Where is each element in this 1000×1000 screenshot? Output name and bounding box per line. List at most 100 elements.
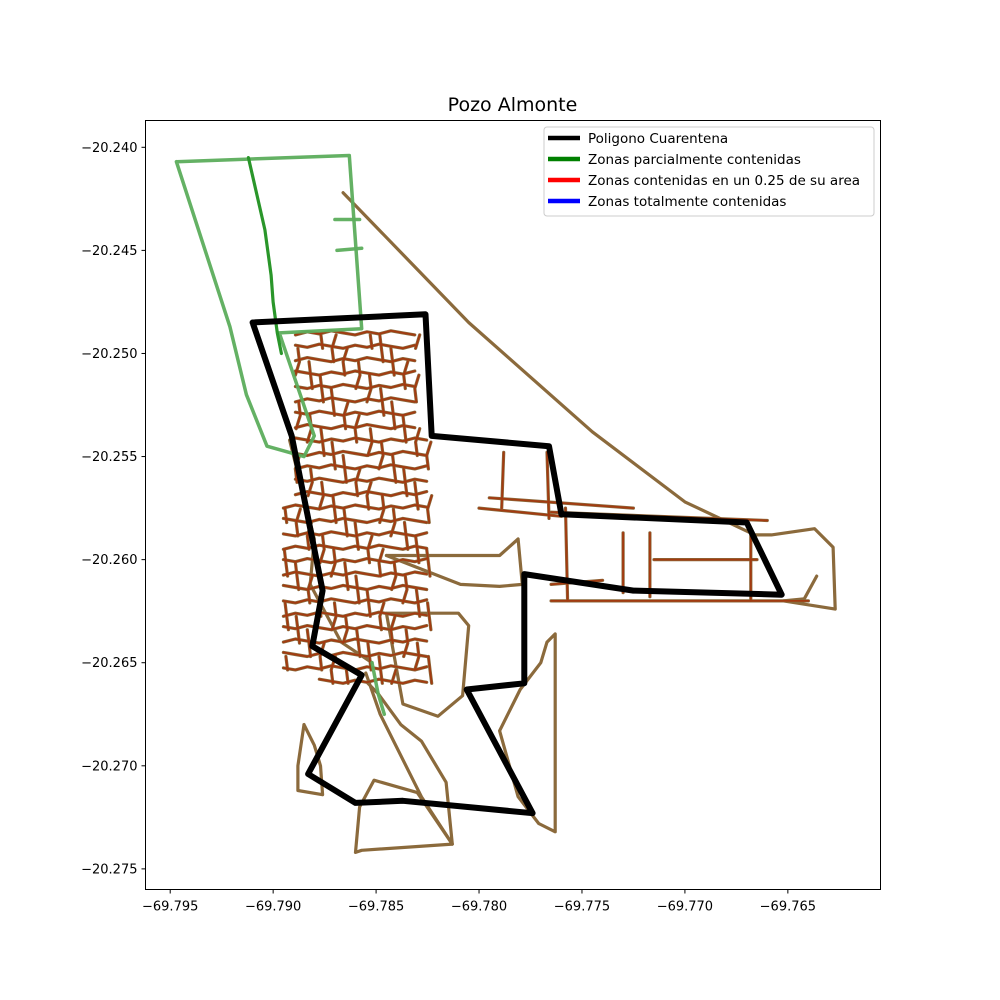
street-segment <box>390 669 397 685</box>
street-segment <box>294 463 428 470</box>
street-segment <box>283 548 289 577</box>
street-segment <box>389 508 396 537</box>
street-segment <box>354 575 361 604</box>
street-segment <box>354 467 361 497</box>
street-segment <box>342 454 348 484</box>
street-segment <box>427 655 433 685</box>
street-segment <box>294 410 416 417</box>
street-segment <box>319 535 326 564</box>
y-tick-label: −20.270 <box>81 759 137 774</box>
street-segment <box>282 624 428 631</box>
street-segment <box>378 441 385 470</box>
street-segment <box>366 427 373 457</box>
street-segment <box>318 678 428 685</box>
street-segment <box>331 441 337 470</box>
y-tick-label: −20.265 <box>81 656 137 671</box>
street-segment <box>330 548 337 577</box>
street-segment <box>389 615 396 644</box>
street-segment <box>425 441 432 470</box>
street-segment <box>354 414 361 444</box>
y-tick-label: −20.245 <box>81 244 137 259</box>
street-segment <box>564 507 569 602</box>
street-segment <box>355 628 361 658</box>
street-segment <box>413 481 420 511</box>
street-segment <box>390 561 397 591</box>
street-segment <box>402 360 409 390</box>
chart-title: Pozo Almonte <box>448 94 578 116</box>
x-tick-label: −69.795 <box>142 900 198 915</box>
partial-zone-path <box>246 156 283 356</box>
street-segment <box>294 490 428 497</box>
street-segment <box>295 615 301 644</box>
street-segment <box>402 628 409 658</box>
street-segment <box>294 437 428 444</box>
street-segment <box>401 414 408 444</box>
quarantine-polygon-layer <box>249 311 785 817</box>
street-segment <box>284 655 289 671</box>
street-segment <box>426 494 433 524</box>
legend-label: Zonas totalmente contenidas <box>588 194 786 210</box>
x-tick-label: −69.765 <box>760 900 816 915</box>
street-segment <box>402 467 408 497</box>
street-segment <box>294 383 416 390</box>
x-tick-label: −69.790 <box>245 900 301 915</box>
street-segment <box>282 611 428 618</box>
street-segment <box>282 638 428 644</box>
street-segment <box>330 387 336 417</box>
street-segment <box>345 669 350 685</box>
street-segment <box>307 575 314 604</box>
road-path <box>384 537 524 589</box>
street-segment <box>425 548 431 577</box>
street-segment <box>294 356 416 363</box>
street-segment <box>343 508 349 537</box>
street-segment <box>295 400 302 430</box>
street-segment <box>331 602 338 631</box>
street-segment <box>378 655 384 685</box>
legend-items: Poligono Cuarentena Zonas parcialmente co… <box>548 131 860 210</box>
road-path <box>353 778 454 855</box>
legend-label: Zonas parcialmente contenidas <box>588 152 801 168</box>
x-tick-label: −69.780 <box>451 900 507 915</box>
partial-zone-path <box>370 660 387 717</box>
street-segment <box>294 370 416 377</box>
legend: Poligono Cuarentena Zonas parcialmente co… <box>543 126 875 217</box>
street-segment <box>343 561 350 591</box>
x-axis: −69.795 −69.790 −69.785 −69.780 −69.775 −69.7… <box>142 889 816 915</box>
road-path <box>364 671 454 846</box>
street-segment <box>294 561 300 591</box>
street-segment <box>546 451 550 520</box>
plot-area <box>174 153 837 855</box>
x-tick-label: −69.770 <box>657 900 713 915</box>
street-segment <box>354 521 360 551</box>
street-segment <box>331 494 338 524</box>
street-segment <box>401 575 408 604</box>
street-segment <box>415 588 421 618</box>
street-segment <box>369 333 373 350</box>
street-segment <box>282 571 428 577</box>
street-segment <box>378 494 385 524</box>
street-segment <box>284 508 288 524</box>
street-segment <box>294 329 416 336</box>
street-segment <box>366 374 373 403</box>
street-segment <box>391 454 397 484</box>
x-tick-label: −69.785 <box>348 900 404 915</box>
street-segment <box>500 451 505 510</box>
street-segment <box>295 508 302 537</box>
street-segment <box>414 427 421 457</box>
street-segment <box>307 467 314 497</box>
street-segment <box>354 360 361 390</box>
y-tick-label: −20.255 <box>81 450 137 465</box>
street-segment <box>414 333 421 350</box>
street-segment <box>282 651 428 658</box>
y-tick-label: −20.240 <box>81 141 137 156</box>
street-segment <box>282 544 428 551</box>
legend-label: Poligono Cuarentena <box>588 131 728 147</box>
street-segment <box>414 535 420 564</box>
street-segment <box>378 602 385 631</box>
street-segment <box>426 602 432 631</box>
roads-contained-layer <box>282 329 810 685</box>
street-segment <box>366 588 372 618</box>
street-segment <box>366 481 373 511</box>
y-axis: −20.240 −20.245 −20.250 −20.255 −20.260 −20.2… <box>81 141 146 877</box>
street-segment <box>478 507 563 518</box>
